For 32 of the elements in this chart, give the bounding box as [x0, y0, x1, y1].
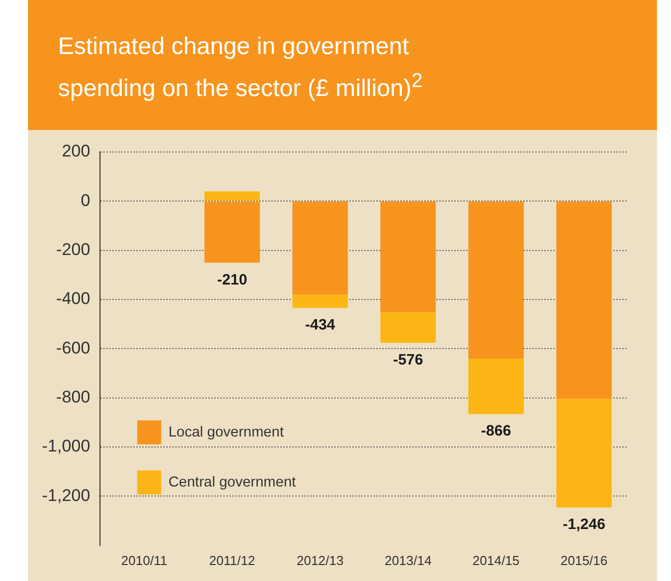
x-tick-label: 2011/12 — [209, 552, 256, 568]
total-label: -576 — [393, 351, 424, 368]
total-label: -1,246 — [562, 516, 606, 534]
bar — [556, 398, 612, 508]
total-label: -434 — [305, 316, 336, 334]
x-tick-label: 2010/11 — [121, 552, 168, 568]
bar — [204, 202, 260, 263]
x-tick-label: 2014/15 — [472, 552, 520, 568]
y-tick-label: -1,200 — [42, 486, 90, 505]
bar — [292, 294, 348, 308]
bar — [468, 358, 524, 414]
x-tick-label: 2012/13 — [296, 552, 344, 568]
bar — [292, 202, 348, 295]
x-tick-label: 2015/16 — [560, 552, 608, 568]
y-tick-label: -600 — [56, 338, 90, 358]
y-tick-label: -200 — [56, 240, 90, 260]
bar — [204, 191, 260, 201]
y-tick-label: -800 — [56, 388, 90, 407]
total-label: -866 — [481, 422, 512, 440]
chart-title: Estimated change in government spending on the sector (£ million)$^{2}$ — [58, 32, 424, 104]
bar — [468, 202, 524, 359]
bar — [380, 202, 436, 312]
legend-label: Central government — [168, 474, 296, 490]
x-tick-label: 2013/14 — [384, 552, 432, 568]
bar — [556, 202, 612, 399]
total-label: -210 — [217, 271, 248, 288]
y-tick-label: -400 — [56, 289, 90, 308]
bar — [380, 312, 436, 343]
y-tick-label: -1,000 — [42, 436, 90, 456]
y-tick-label: 200 — [62, 142, 90, 161]
y-tick-label: 0 — [80, 190, 90, 210]
legend-label: Local government — [168, 424, 284, 440]
